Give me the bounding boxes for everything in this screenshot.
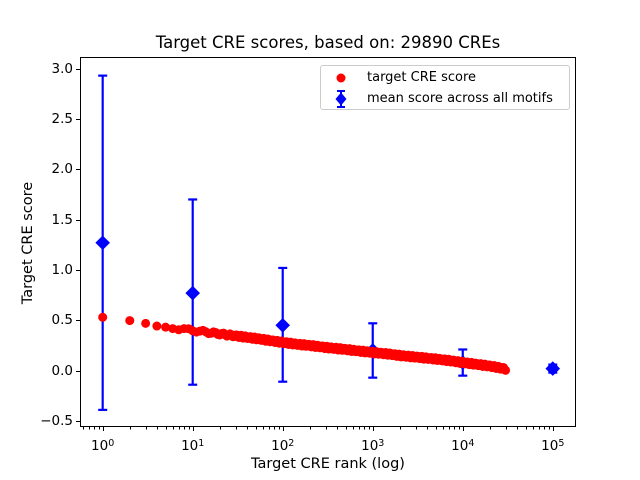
target-score-dot [161,322,171,332]
mean-diamond-marker [95,235,110,251]
y-tick-label: 2.5 [51,110,73,127]
x-tick-label: 102 [271,438,295,454]
mean-diamond-marker [275,318,291,333]
red-dot-icon [321,69,361,87]
blue-diamond-errorbar-icon [321,89,361,109]
y-tick-label: 1.5 [51,211,73,228]
target-score-dot [141,318,151,328]
x-axis-label: Target CRE rank (log) [251,456,405,472]
x-tick-label: 100 [91,438,115,454]
mean-diamond-marker [185,285,201,301]
legend-label: mean score across all motifs [367,91,553,106]
y-tick-label: 0.0 [51,362,73,379]
x-tick-label: 104 [451,438,475,454]
mean-diamond-marker [545,361,561,376]
legend: target CRE score mean score across all m… [320,65,570,110]
x-tick-label: 101 [181,438,205,454]
errorbar-series [95,74,561,411]
target-score-dot [98,312,108,322]
y-axis-label-text: Target CRE score [20,181,36,305]
plot-frame [80,57,576,427]
y-tick-label: 1.0 [51,261,73,278]
target-score-dot [501,365,511,375]
legend-label: target CRE score [367,70,477,85]
x-tick-label: 103 [361,438,385,454]
legend-entry-target-cre-score: target CRE score [321,67,569,88]
x-tick-label: 105 [541,438,565,454]
legend-entry-mean-score: mean score across all motifs [321,88,569,109]
chart-title: Target CRE scores, based on: 29890 CREs [155,33,501,52]
scatter-series [98,312,511,375]
target-score-dot [152,321,162,331]
target-score-dot [125,316,135,326]
y-tick-label: 3.0 [51,60,73,77]
y-tick-label: −0.5 [40,412,73,429]
y-tick-label: 2.0 [51,161,73,178]
y-tick-label: 0.5 [51,312,73,329]
